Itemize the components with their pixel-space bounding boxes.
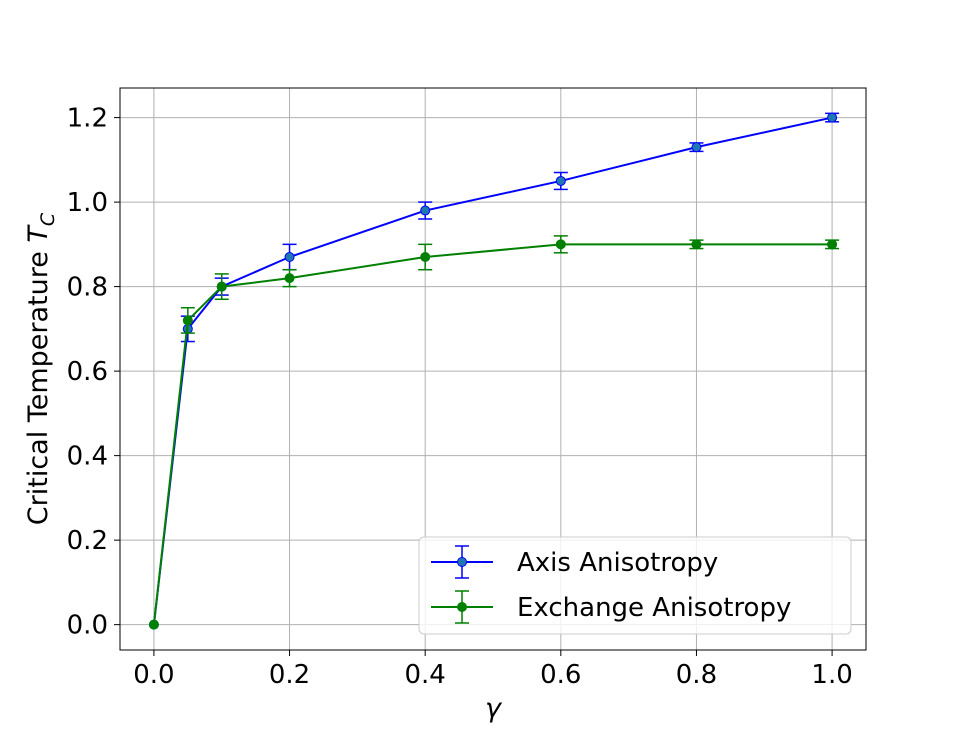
data-point (182, 315, 193, 326)
plot-area (119, 87, 867, 651)
data-point (148, 619, 159, 630)
legend-box (418, 536, 852, 635)
x-tick-label: 1.0 (811, 660, 852, 690)
data-point (420, 205, 431, 216)
x-axis-label: γ (485, 693, 503, 724)
series-layer (148, 112, 840, 630)
legend-marker (457, 602, 467, 612)
grid-lines (120, 88, 866, 650)
y-tick-label: 0.0 (67, 611, 108, 641)
series-2 (148, 235, 840, 630)
series-line (152, 243, 833, 625)
y-tick-label: 0.4 (67, 442, 108, 472)
legend: Axis Anisotropy Exchange Anisotropy (418, 536, 852, 635)
data-point (691, 142, 702, 153)
data-point (691, 239, 702, 250)
x-tick-label: 0.0 (133, 660, 174, 690)
x-tick-label: 0.2 (269, 660, 310, 690)
data-point (284, 252, 295, 263)
legend-label: Axis Anisotropy (517, 548, 718, 578)
axis-ticks: 0.0 0.2 0.4 0.6 0.8 1.0 0.0 0.2 0.4 0.6 0.8 1.0 1.2 (67, 104, 853, 690)
y-axis-label: Critical Temperature TC (23, 212, 59, 525)
series-line (152, 116, 833, 625)
data-point (216, 281, 227, 292)
data-point (284, 273, 295, 284)
y-axis-label-text: Critical Temperature (23, 243, 54, 526)
legend-label: Exchange Anisotropy (517, 593, 791, 623)
x-tick-label: 0.8 (676, 660, 717, 690)
legend-entry: Axis Anisotropy (431, 545, 718, 579)
data-point (420, 252, 431, 263)
y-tick-label: 0.8 (67, 273, 108, 303)
y-tick-label: 1.0 (67, 188, 108, 218)
data-point (827, 239, 838, 250)
legend-entry: Exchange Anisotropy (431, 590, 791, 624)
y-tick-label: 0.6 (67, 357, 108, 387)
y-axis-label-symbol: T (23, 224, 54, 243)
x-tick-label: 0.6 (540, 660, 581, 690)
data-point (555, 239, 566, 250)
legend-marker (457, 557, 467, 567)
data-point (555, 175, 566, 186)
x-tick-label: 0.4 (405, 660, 446, 690)
y-tick-label: 0.2 (67, 526, 108, 556)
y-tick-label: 1.2 (67, 104, 108, 134)
data-point (827, 112, 838, 123)
y-axis-label-subscript: C (37, 212, 59, 226)
